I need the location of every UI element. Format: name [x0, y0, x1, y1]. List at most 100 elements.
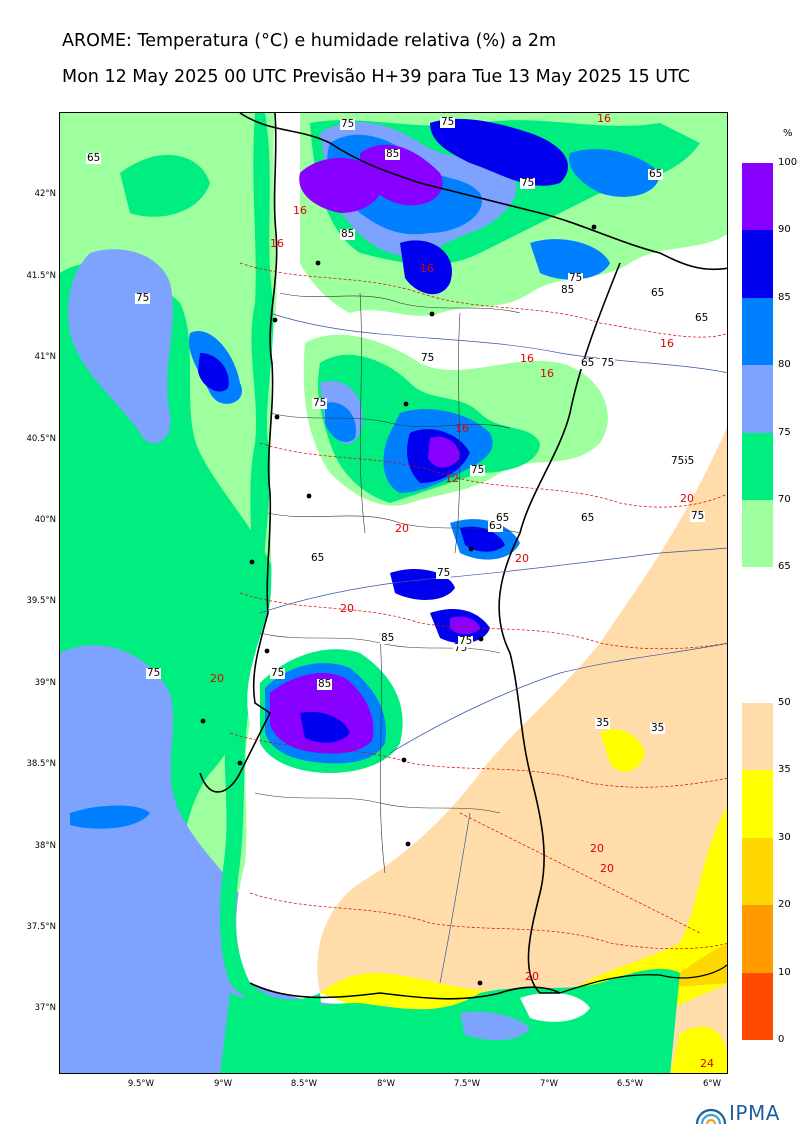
temperature-35-patch-south	[670, 1026, 727, 1073]
temperature-isotherms	[229, 262, 727, 950]
humidity-contour-label: 75	[440, 116, 456, 128]
humidity-contour-label: 75	[600, 357, 616, 369]
temperature-contour-label: 20	[515, 552, 529, 565]
central-humidity-85-patch-south	[460, 526, 505, 552]
humidity-contour-label: 65	[580, 512, 596, 524]
humidity-contour-label: 75	[146, 667, 162, 679]
humidity-contour-label: 85	[317, 678, 333, 690]
temperature-contour-label: 20	[600, 862, 614, 875]
north-humidity-85-patch	[430, 118, 569, 186]
lon-label: 9°W	[213, 1079, 233, 1089]
humidity-contour-label: 35	[595, 717, 611, 729]
east-border	[498, 262, 621, 994]
city-markers	[200, 224, 597, 986]
colorbar-label: 100	[778, 157, 798, 168]
lon-label: 9.5°W	[127, 1079, 155, 1089]
colorbar-label: 10	[778, 966, 791, 978]
south-coastline	[249, 982, 561, 1000]
lon-label: 7.5°W	[453, 1079, 481, 1089]
lat-label: 37°N	[34, 1003, 56, 1013]
lat-label: 39°N	[34, 678, 56, 688]
humidity-contour-label: 65	[650, 287, 666, 299]
colorbar-label: 70	[778, 494, 791, 505]
colorbar-label: 85	[778, 291, 791, 303]
colorbar-segment	[742, 500, 773, 568]
humidity-contour-label: 65	[680, 455, 696, 467]
humidity-contour-label: 75	[420, 352, 436, 364]
humidity-unit: %	[783, 128, 793, 139]
humidity-contour-label: 75	[670, 455, 686, 467]
offshore-humidity-70-patch-north	[120, 154, 210, 217]
colorbar-label: 35	[778, 764, 791, 776]
south-coast-dry-patch	[520, 992, 590, 1022]
north-humidity-90-patch	[360, 144, 443, 206]
chart-title: AROME: Temperatura (°C) e humidade relat…	[62, 31, 556, 51]
north-humidity-80-patch-east	[569, 149, 660, 197]
lon-label: 6°W	[702, 1079, 722, 1089]
temperature-contour-label: 16	[420, 262, 434, 275]
colorbar-label: 50	[778, 697, 791, 708]
humidity-contour-label: 65	[694, 312, 710, 324]
lat-label: 41.5°N	[26, 271, 56, 281]
lat-label: 42°N	[34, 189, 56, 199]
temperature-contour-label: 20	[525, 970, 539, 983]
humidity-contour-label: 65	[580, 357, 596, 369]
lat-label: 38.5°N	[26, 759, 56, 769]
offshore-humidity-90-patch	[198, 353, 229, 392]
temperature-contour-label: 20	[680, 492, 694, 505]
temperature-contour-label: 16	[270, 237, 284, 250]
lat-label: 39.5°N	[26, 596, 56, 606]
humidity-contour-label: 65	[86, 152, 102, 164]
temperature-contour-label: 16	[520, 352, 534, 365]
humidity-contour-label: 75	[312, 397, 328, 409]
colorbar-label: 30	[778, 831, 791, 843]
temperature-35-patch	[600, 729, 645, 772]
humidity-contour-label: 65	[495, 512, 511, 524]
offshore-humidity-75-band	[60, 645, 619, 1073]
east-humidity-90-patch	[450, 616, 480, 635]
colorbar-segment	[742, 297, 773, 366]
south-coast-humidity-75-patch	[460, 1011, 530, 1041]
forecast-map	[60, 113, 727, 1073]
ipma-logo-text: IPMA	[729, 1101, 780, 1125]
temperature-contour-label: 20	[210, 672, 224, 685]
north-humidity-90-patch-west	[299, 158, 383, 213]
humidity-contour-label: 75	[340, 118, 356, 130]
colorbar-segment	[742, 703, 773, 771]
temperature-contour-label: 16	[455, 422, 469, 435]
humidity-contour-label: 85	[385, 148, 401, 160]
temperature-contour-label: 16	[540, 367, 554, 380]
lon-label: 7°W	[539, 1079, 559, 1089]
humidity-contour-label: 75	[568, 272, 584, 284]
temperature-contour-label: 20	[590, 842, 604, 855]
humidity-contour-label: 85	[560, 284, 576, 296]
humidity-contour-label: 75	[270, 667, 286, 679]
humidity-contour-label: 65	[310, 552, 326, 564]
lat-label: 38°N	[34, 841, 56, 851]
colorbar-label: 75	[778, 426, 791, 438]
chart-subtitle: Mon 12 May 2025 00 UTC Previsão H+39 par…	[62, 67, 690, 87]
humidity-contour-label: 35	[650, 722, 666, 734]
temperature-contour-label: 12	[445, 472, 459, 485]
humidity-contour-label: 75	[436, 567, 452, 579]
lat-label: 40°N	[34, 515, 56, 525]
lon-label: 8°W	[376, 1079, 396, 1089]
colorbar-label: 90	[778, 224, 791, 236]
humidity-contour-label: 85	[340, 228, 356, 240]
coastal-humidity-70-band	[220, 113, 322, 1015]
colorbar-label: 20	[778, 899, 791, 911]
lisbon-humidity-85-patch	[300, 711, 350, 743]
temperature-contour-label: 24	[700, 1057, 714, 1070]
humidity-contour-label: 75	[135, 292, 151, 304]
map-panel: 65 75 85 75 85 75 75 65 75 85 65 65 75 75 75 75 65 65 75 75…	[59, 112, 728, 1074]
central-humidity-80-patch	[325, 402, 356, 443]
colorbar-segment	[742, 905, 773, 973]
humidity-contour-label: 75	[690, 510, 706, 522]
lon-label: 6.5°W	[616, 1079, 644, 1089]
colorbar-segment	[742, 972, 773, 1040]
colorbar-label: 65	[778, 561, 791, 573]
colorbar-segment	[742, 230, 773, 298]
colorbar-segment	[742, 365, 773, 433]
temperature-20-30-band	[317, 427, 727, 1073]
ipma-logo-icon	[695, 1108, 727, 1125]
